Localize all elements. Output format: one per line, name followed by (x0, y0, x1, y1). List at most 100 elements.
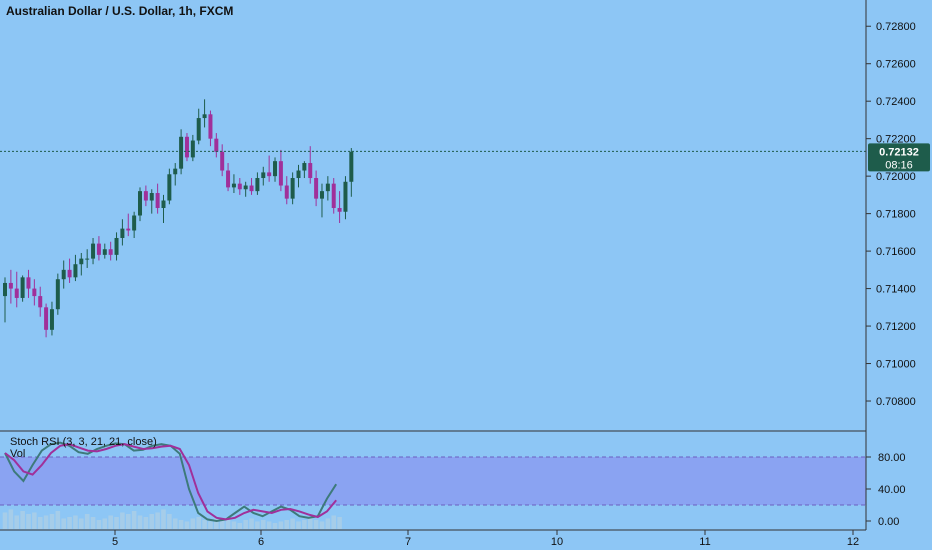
price-tick-label: 0.72000 (876, 171, 916, 183)
candle-body (319, 191, 324, 199)
candle-body (273, 161, 278, 177)
candle-body (55, 279, 60, 310)
volume-bar (49, 514, 55, 529)
volume-bar (319, 521, 325, 529)
volume-label: Vol (10, 448, 26, 460)
candle-body (202, 114, 207, 119)
price-tick-label: 0.71600 (876, 246, 916, 258)
price-axis: 0.72800 0.72600 0.72400 0.72200 0.72000 0.718… (866, 21, 916, 408)
candle-body (231, 183, 236, 188)
candle-body (331, 183, 336, 209)
candle-body (302, 163, 307, 171)
stoch-axis: 80.00 40.00 0.00 (866, 452, 906, 528)
volume-bar (108, 515, 113, 529)
price-tick-label: 0.72600 (876, 59, 916, 71)
volume-bar (155, 512, 160, 529)
candle-body (149, 193, 154, 201)
candle-body (79, 258, 84, 265)
volume-bar (266, 521, 272, 529)
candle-body (44, 307, 49, 330)
chart-title: Australian Dollar / U.S. Dollar, 1h, FXC… (6, 4, 234, 18)
candle-body (132, 215, 137, 231)
candle-body (91, 243, 96, 259)
price-tick-label: 0.72800 (876, 21, 916, 33)
volume-bar (55, 511, 61, 529)
volume-bar (272, 523, 278, 529)
volume-bar (8, 509, 14, 529)
volume-bar (290, 518, 295, 529)
volume-bar (149, 514, 155, 529)
candle-body (249, 185, 254, 192)
volume-bar (143, 517, 149, 529)
volume-bar (37, 517, 43, 529)
time-tick-label: 7 (405, 536, 411, 548)
volume-bar (102, 518, 108, 529)
candle-body (32, 288, 37, 297)
candle-body (108, 249, 113, 255)
volume-bar (167, 514, 172, 529)
volume-bar (231, 521, 237, 529)
time-tick-label: 12 (847, 536, 859, 548)
stoch-tick-label: 40.00 (878, 484, 906, 496)
candle-body (308, 163, 313, 179)
volume-bar (214, 518, 219, 529)
volume-bar (313, 520, 319, 529)
candle-body (173, 168, 178, 175)
time-axis: 5 6 7 10 11 12 (112, 530, 859, 548)
volume-bar (67, 517, 72, 529)
countdown-value: 08:16 (885, 159, 913, 171)
price-tick-label: 0.70800 (876, 396, 916, 408)
candle-body (138, 191, 143, 216)
volume-bar (243, 520, 248, 529)
candle-body (255, 178, 260, 192)
volume-bar (125, 514, 131, 529)
time-tick-label: 11 (699, 536, 710, 548)
volume-bar (331, 515, 337, 529)
volume-bar (73, 515, 78, 529)
candlestick-series (3, 99, 354, 338)
volume-bars (2, 509, 342, 529)
candle-body (26, 277, 31, 289)
stoch-tick-label: 80.00 (878, 452, 906, 464)
candle-body (102, 249, 107, 255)
volume-bar (278, 521, 284, 529)
candle-body (314, 178, 319, 199)
volume-bar (255, 521, 260, 529)
candle-body (196, 118, 201, 141)
volume-bar (61, 518, 66, 529)
candle-body (337, 208, 342, 212)
stoch-overbought-oversold-band (0, 457, 866, 505)
candle-body (208, 114, 213, 139)
candle-body (267, 172, 272, 177)
candle-body (143, 191, 148, 201)
volume-bar (79, 518, 84, 529)
stoch-rsi-label: Stoch RSI (3, 3, 21, 21, close) (10, 436, 157, 448)
stoch-tick-label: 0.00 (878, 516, 899, 528)
candle-body (67, 269, 72, 278)
volume-bar (296, 521, 301, 529)
volume-bar (96, 520, 102, 529)
candle-body (296, 170, 301, 179)
last-price-tag: 0.72132 08:16 (868, 143, 930, 172)
volume-bar (208, 521, 213, 529)
price-tick-label: 0.71200 (876, 321, 916, 333)
stoch-d-line (4, 443, 337, 521)
price-tick-label: 0.72200 (876, 134, 916, 146)
candle-body (14, 288, 19, 298)
volume-bar (249, 518, 254, 529)
volume-bar (2, 512, 8, 529)
volume-bar (172, 518, 178, 529)
candle-body (167, 174, 172, 201)
candle-body (8, 282, 13, 289)
candle-body (278, 161, 283, 186)
candle-body (85, 258, 90, 260)
volume-bar (225, 517, 231, 529)
time-tick-label: 6 (258, 536, 264, 548)
candle-body (190, 140, 195, 158)
volume-bar (26, 514, 31, 529)
volume-bar (190, 518, 196, 529)
candle-body (96, 243, 101, 255)
volume-bar (237, 523, 243, 529)
volume-bar (337, 517, 342, 529)
candle-body (184, 136, 189, 158)
